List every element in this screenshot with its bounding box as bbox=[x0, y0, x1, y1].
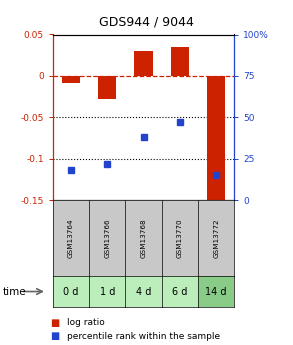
Text: 1 d: 1 d bbox=[100, 287, 115, 296]
Text: GSM13766: GSM13766 bbox=[104, 218, 110, 258]
Text: 4 d: 4 d bbox=[136, 287, 151, 296]
Text: 6 d: 6 d bbox=[172, 287, 188, 296]
Text: log ratio: log ratio bbox=[67, 318, 105, 327]
Text: GSM13772: GSM13772 bbox=[213, 218, 219, 258]
Bar bbox=[207, 76, 225, 204]
Bar bbox=[171, 47, 189, 76]
Text: GSM13770: GSM13770 bbox=[177, 218, 183, 258]
Text: 14 d: 14 d bbox=[205, 287, 227, 296]
Text: ■: ■ bbox=[50, 332, 59, 341]
Text: ■: ■ bbox=[50, 318, 59, 327]
Text: GDS944 / 9044: GDS944 / 9044 bbox=[99, 16, 194, 29]
Bar bbox=[134, 51, 153, 76]
Bar bbox=[98, 76, 116, 99]
Text: time: time bbox=[3, 287, 27, 296]
Text: GSM13768: GSM13768 bbox=[141, 218, 146, 258]
Text: percentile rank within the sample: percentile rank within the sample bbox=[67, 332, 221, 341]
Text: 0 d: 0 d bbox=[63, 287, 79, 296]
Bar bbox=[62, 76, 80, 82]
Text: GSM13764: GSM13764 bbox=[68, 218, 74, 258]
